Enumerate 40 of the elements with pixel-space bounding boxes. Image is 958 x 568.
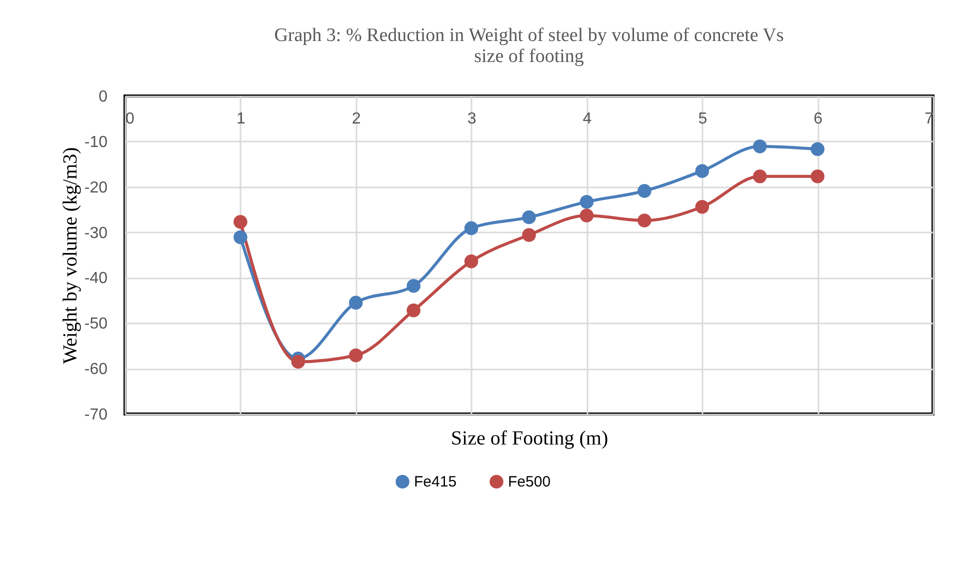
- point: [810, 170, 824, 184]
- y-tick-label: -10: [84, 134, 108, 151]
- y-tick-label: -20: [84, 179, 108, 196]
- point: [348, 296, 363, 310]
- point: [695, 164, 710, 178]
- point: [291, 354, 306, 369]
- y-tick-label: -30: [84, 224, 108, 242]
- chart-title: Graph 3: % Reduction in Weight of steel by volume of concrete Vs size of footing: [274, 25, 784, 67]
- y-tick-label: -50: [84, 316, 108, 333]
- y-tick-label: -40: [84, 270, 108, 288]
- x-tick-label: 4: [582, 110, 592, 128]
- point: [464, 221, 478, 236]
- point: [638, 214, 652, 228]
- x-tick-label: 1: [236, 110, 246, 128]
- y-tick-label: -70: [84, 406, 108, 424]
- y-axis-title: Weight by volume (kg/m3): [59, 147, 82, 364]
- point: [580, 194, 594, 209]
- legend-label: Fe500: [508, 474, 551, 491]
- point: [406, 304, 420, 318]
- y-tick-label: 0: [98, 88, 108, 106]
- x-tick-label: 3: [467, 110, 476, 128]
- point: [406, 279, 420, 293]
- point: [522, 228, 536, 242]
- x-tick-label: 6: [814, 110, 823, 128]
- point: [522, 210, 536, 224]
- point: [234, 230, 248, 244]
- point: [638, 184, 652, 198]
- point: [752, 170, 767, 184]
- point: [752, 140, 767, 154]
- point: [464, 254, 478, 268]
- legend-label: Fe415: [414, 474, 457, 491]
- x-tick-label: 2: [352, 110, 361, 128]
- point: [348, 348, 363, 362]
- y-tick-label: -60: [84, 361, 108, 378]
- x-axis-title: Size of Footing (m): [450, 428, 608, 450]
- point: [695, 200, 710, 214]
- point: [580, 208, 594, 222]
- point: [810, 142, 824, 156]
- point: [234, 214, 248, 229]
- x-tick-label: 5: [698, 110, 708, 128]
